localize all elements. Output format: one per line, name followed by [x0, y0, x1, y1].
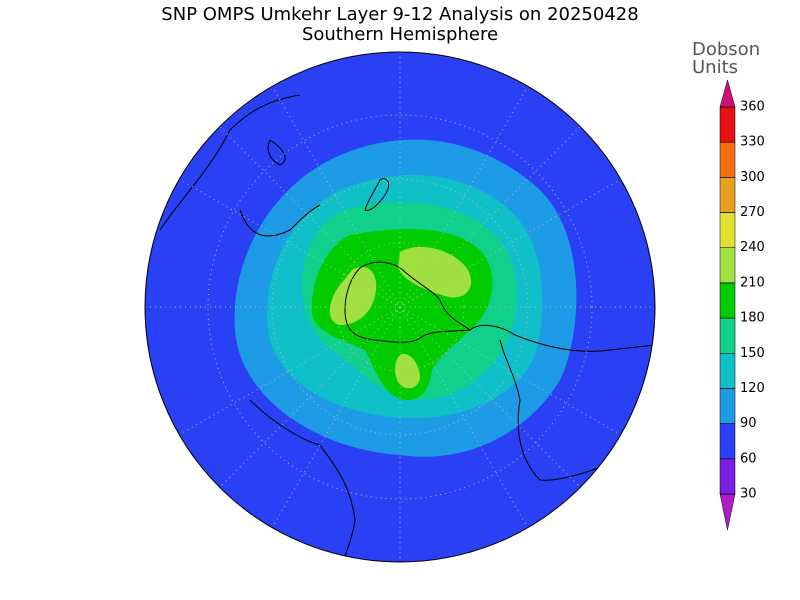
band-210-240: [329, 266, 377, 325]
colorbar-extension: [719, 493, 736, 531]
subtitle: Southern Hemisphere: [302, 24, 498, 45]
colorbar-band: [719, 141, 736, 178]
map: [145, 52, 655, 562]
colorbar-tick-label: 120: [740, 381, 765, 396]
colorbar-tick-label: 360: [740, 100, 765, 115]
colorbar-band: [719, 423, 736, 460]
colorbar-tick-label: 90: [740, 416, 757, 431]
map-border: [144, 51, 656, 563]
colorbar-tick-label: 270: [740, 205, 765, 220]
graticule: [145, 52, 655, 562]
colorbar-band: [719, 247, 736, 284]
colorbar-tick-label: 330: [740, 135, 765, 150]
colorbar-band: [719, 458, 736, 495]
colorbar-tick-label: 30: [740, 487, 757, 502]
colorbar-band: [719, 353, 736, 389]
colorbar-band: [719, 177, 736, 213]
colorbar-tick-label: 150: [740, 346, 765, 361]
colorbar-label: Dobson: [692, 39, 760, 60]
colorbar-tick-label: 60: [740, 451, 757, 466]
colorbar-band: [719, 388, 736, 424]
colorbar-band: [719, 317, 736, 354]
colorbar-tick-label: 240: [740, 240, 765, 255]
colorbar-band: [719, 106, 736, 143]
colorbar-label: Units: [692, 57, 738, 78]
band-210-240: [395, 354, 420, 389]
colorbar: 30 60 90 120 150 180 210 240 270 300 330 360: [719, 79, 765, 531]
colorbar-band: [719, 212, 736, 248]
colorbar-tick-label: 210: [740, 275, 765, 290]
colorbar-tick-label: 180: [740, 311, 765, 326]
colorbar-band: [719, 282, 736, 319]
colorbar-extension: [719, 79, 736, 108]
coastlines: [159, 94, 655, 562]
title: SNP OMPS Umkehr Layer 9-12 Analysis on 2…: [161, 4, 638, 25]
colorbar-tick-label: 300: [740, 170, 765, 185]
